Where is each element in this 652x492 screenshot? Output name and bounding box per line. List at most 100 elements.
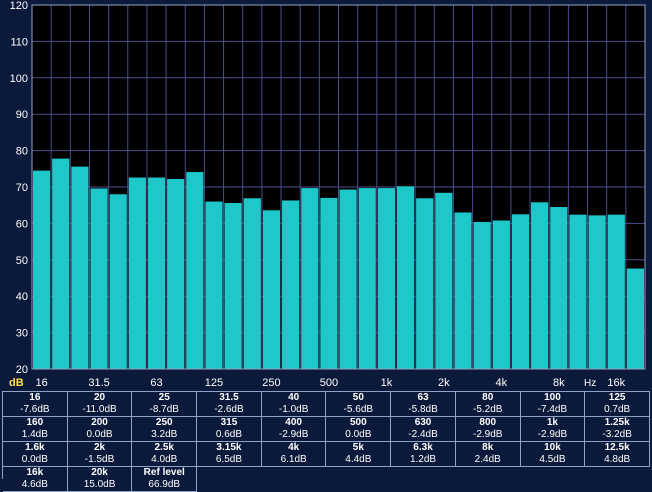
x-unit-label: Hz: [584, 378, 596, 389]
rta-chart: 20 30 40 50 60 70 80 90 100 110 120 16 31.5 63 125 250…: [9, 0, 646, 389]
band-value: 1.2dB: [409, 454, 437, 465]
band-level-table: 16 -7.6dB 20 -11.0dB 25 -8.7dB 31.5 -2.6dB 40 -1.…: [2, 391, 650, 492]
x-tick-label: 250: [262, 377, 280, 389]
bar-100: [186, 172, 204, 369]
band-value: 4.4dB: [345, 454, 372, 465]
band-value: 0.0dB: [21, 454, 48, 465]
band-cell: 800 -2.9dB: [455, 417, 521, 442]
band-value: -2.9dB: [278, 429, 309, 440]
band-frequency: 315: [220, 417, 238, 428]
bar-63: [147, 177, 166, 369]
band-frequency: 160: [26, 417, 44, 428]
band-cell: 3.15k 6.5dB: [197, 442, 262, 467]
band-cell: 400 -2.9dB: [261, 417, 327, 442]
bar-1.6k: [416, 198, 434, 369]
band-value: 3.2dB: [151, 429, 178, 440]
band-cell: 16 -7.6dB: [3, 392, 68, 417]
y-tick-label: 30: [16, 328, 28, 340]
band-cell: 80 -5.2dB: [455, 392, 521, 417]
bar-20k: [626, 268, 644, 369]
x-tick-label: 1k: [381, 377, 393, 389]
y-axis: 20 30 40 50 60 70 80 90 100 110 120: [10, 0, 28, 376]
band-cell: 31.5 -2.6dB: [197, 392, 262, 417]
y-tick-label: 60: [16, 218, 28, 230]
bar-50: [128, 177, 146, 369]
band-value: -7.4dB: [537, 404, 568, 415]
band-cell: 6.3k 1.2dB: [391, 442, 456, 467]
band-cell: 25 -8.7dB: [132, 392, 198, 417]
band-value: 0.0dB: [345, 429, 372, 440]
band-value: 0.0dB: [86, 429, 113, 440]
band-value: -5.8dB: [408, 404, 438, 415]
band-value: -5.2dB: [473, 404, 503, 415]
band-frequency: 2.5k: [154, 442, 174, 453]
bar-20: [52, 158, 70, 369]
band-frequency: 8k: [482, 442, 494, 453]
band-cell: 100 -7.4dB: [520, 392, 586, 417]
band-value: 2.4dB: [474, 454, 501, 465]
band-value: -7.6dB: [20, 404, 50, 415]
band-value: -3.2dB: [602, 429, 632, 440]
band-frequency: 125: [608, 392, 626, 403]
bars-group: [33, 158, 644, 369]
bar-31.5: [90, 188, 108, 369]
band-cell: 160 1.4dB: [3, 417, 68, 442]
band-cell: 8k 2.4dB: [455, 442, 521, 467]
band-value: 0.6dB: [215, 429, 243, 440]
bar-200: [243, 198, 261, 369]
bar-630: [339, 189, 357, 369]
y-tick-label: 50: [16, 255, 28, 267]
band-cell: 1.25k -3.2dB: [585, 417, 650, 442]
bar-800: [358, 188, 376, 369]
band-cell: 5k 4.4dB: [326, 442, 392, 467]
band-frequency: 63: [417, 392, 429, 403]
band-value: -2.6dB: [214, 404, 244, 415]
band-value: 6.5dB: [215, 454, 243, 465]
x-tick-label: 125: [205, 377, 223, 389]
band-value: 0.7dB: [604, 404, 631, 415]
bar-25: [71, 166, 89, 369]
band-value: -5.6dB: [343, 404, 374, 415]
y-tick-label: 100: [10, 73, 28, 85]
band-value: 4.5dB: [539, 454, 566, 465]
band-cell: 40 -1.0dB: [261, 392, 327, 417]
bar-160: [224, 203, 242, 369]
band-value: 4.8dB: [604, 454, 631, 465]
band-frequency: 50: [352, 392, 364, 403]
band-frequency: 630: [414, 417, 432, 428]
band-cell: 200 0.0dB: [67, 417, 133, 442]
band-frequency: 100: [544, 392, 561, 403]
band-frequency: 2k: [93, 442, 106, 453]
band-frequency: 3.15k: [216, 442, 242, 453]
band-frequency: 25: [158, 392, 170, 403]
bar-2.5k: [454, 212, 472, 369]
x-tick-label: 16k: [607, 377, 625, 389]
x-tick-label: 8k: [553, 377, 565, 389]
band-frequency: 5k: [352, 442, 364, 453]
band-cell: 16k 4.6dB: [3, 467, 68, 492]
band-frequency: 1.25k: [604, 417, 630, 428]
band-cell: 10k 4.5dB: [520, 442, 586, 467]
band-frequency: 16: [29, 392, 41, 403]
bar-2k: [435, 192, 453, 369]
band-frequency: 31.5: [219, 392, 239, 403]
band-frequency: 6.3k: [413, 442, 433, 453]
band-frequency: 800: [479, 417, 497, 428]
band-value: -1.0dB: [278, 404, 309, 415]
band-frequency: 1.6k: [25, 442, 45, 453]
band-frequency: 4k: [288, 442, 300, 453]
band-frequency: 1k: [546, 417, 558, 428]
bar-3.15k: [473, 221, 491, 369]
bar-8k: [550, 207, 568, 369]
y-unit-label: dB: [9, 377, 24, 389]
band-frequency: 12.5k: [604, 442, 630, 453]
x-tick-label: 500: [320, 377, 338, 389]
band-cell: 125 0.7dB: [585, 392, 650, 417]
band-value: -2.4dB: [408, 429, 438, 440]
bar-6.3k: [531, 202, 549, 369]
x-axis: 16 31.5 63 125 250 500 1k 2k 4k 8k 16k: [35, 377, 625, 389]
band-value: -2.9dB: [473, 429, 503, 440]
band-value: -8.7dB: [149, 404, 179, 415]
band-cell: 20 -11.0dB: [67, 392, 133, 417]
y-tick-label: 40: [16, 291, 28, 303]
